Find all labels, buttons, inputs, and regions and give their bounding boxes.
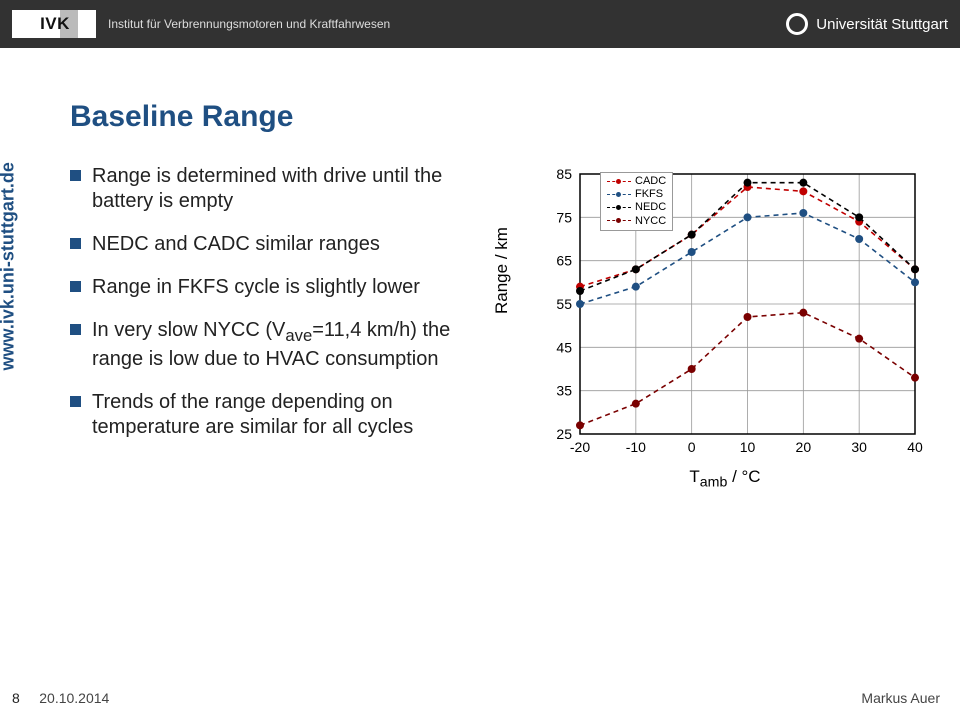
- logo-text: IVK: [38, 14, 70, 34]
- legend-item: FKFS: [607, 188, 666, 201]
- svg-text:10: 10: [740, 439, 756, 455]
- header-left: IVK Institut für Verbrennungsmotoren und…: [12, 10, 390, 38]
- svg-text:20: 20: [796, 439, 812, 455]
- svg-text:40: 40: [907, 439, 923, 455]
- bullet-item: Trends of the range depending on tempera…: [70, 390, 500, 440]
- ivk-logo: IVK: [12, 10, 96, 38]
- slide-title: Baseline Range: [70, 100, 930, 134]
- chart-legend: CADCFKFSNEDCNYCC: [600, 172, 673, 231]
- legend-item: CADC: [607, 175, 666, 188]
- svg-text:75: 75: [556, 209, 572, 225]
- legend-label: NYCC: [635, 215, 666, 228]
- svg-text:-10: -10: [626, 439, 646, 455]
- legend-swatch-icon: [607, 191, 631, 199]
- svg-text:30: 30: [851, 439, 867, 455]
- legend-swatch-icon: [607, 204, 631, 212]
- svg-text:-20: -20: [570, 439, 590, 455]
- chart-ylabel: Range / km: [492, 227, 512, 314]
- legend-swatch-icon: [607, 178, 631, 186]
- footer-author: Markus Auer: [861, 690, 940, 706]
- university-ring-icon: [786, 13, 808, 35]
- bullet-item: In very slow NYCC (Vave=11,4 km/h) the r…: [70, 318, 500, 372]
- institute-name: Institut für Verbrennungsmotoren und Kra…: [108, 17, 390, 31]
- sidebar-url: www.ivk.uni-stuttgart.de: [0, 162, 19, 370]
- range-chart: Range / km 25354555657585-20-10010203040…: [520, 164, 930, 484]
- footer-left: 8 20.10.2014: [12, 690, 109, 706]
- legend-item: NYCC: [607, 215, 666, 228]
- svg-text:55: 55: [556, 296, 572, 312]
- svg-text:85: 85: [556, 166, 572, 182]
- footer: 8 20.10.2014 Markus Auer: [12, 690, 940, 706]
- chart-svg: 25354555657585-20-10010203040: [520, 164, 930, 484]
- slide-content: Baseline Range Range is determined with …: [70, 100, 930, 484]
- header-right: Universität Stuttgart: [786, 13, 948, 35]
- svg-text:0: 0: [688, 439, 696, 455]
- bullet-list: Range is determined with drive until the…: [70, 164, 500, 484]
- university-name: Universität Stuttgart: [816, 16, 948, 33]
- svg-text:65: 65: [556, 253, 572, 269]
- header-bar: IVK Institut für Verbrennungsmotoren und…: [0, 0, 960, 48]
- legend-label: CADC: [635, 175, 666, 188]
- legend-item: NEDC: [607, 201, 666, 214]
- page-number: 8: [12, 690, 20, 706]
- footer-date: 20.10.2014: [39, 690, 109, 706]
- legend-label: FKFS: [635, 188, 663, 201]
- bullet-item: Range is determined with drive until the…: [70, 164, 500, 214]
- chart-xlabel: Tamb / °C: [520, 467, 930, 490]
- svg-text:45: 45: [556, 339, 572, 355]
- bullet-item: Range in FKFS cycle is slightly lower: [70, 275, 500, 300]
- svg-text:35: 35: [556, 383, 572, 399]
- legend-swatch-icon: [607, 217, 631, 225]
- bullet-item: NEDC and CADC similar ranges: [70, 232, 500, 257]
- legend-label: NEDC: [635, 201, 666, 214]
